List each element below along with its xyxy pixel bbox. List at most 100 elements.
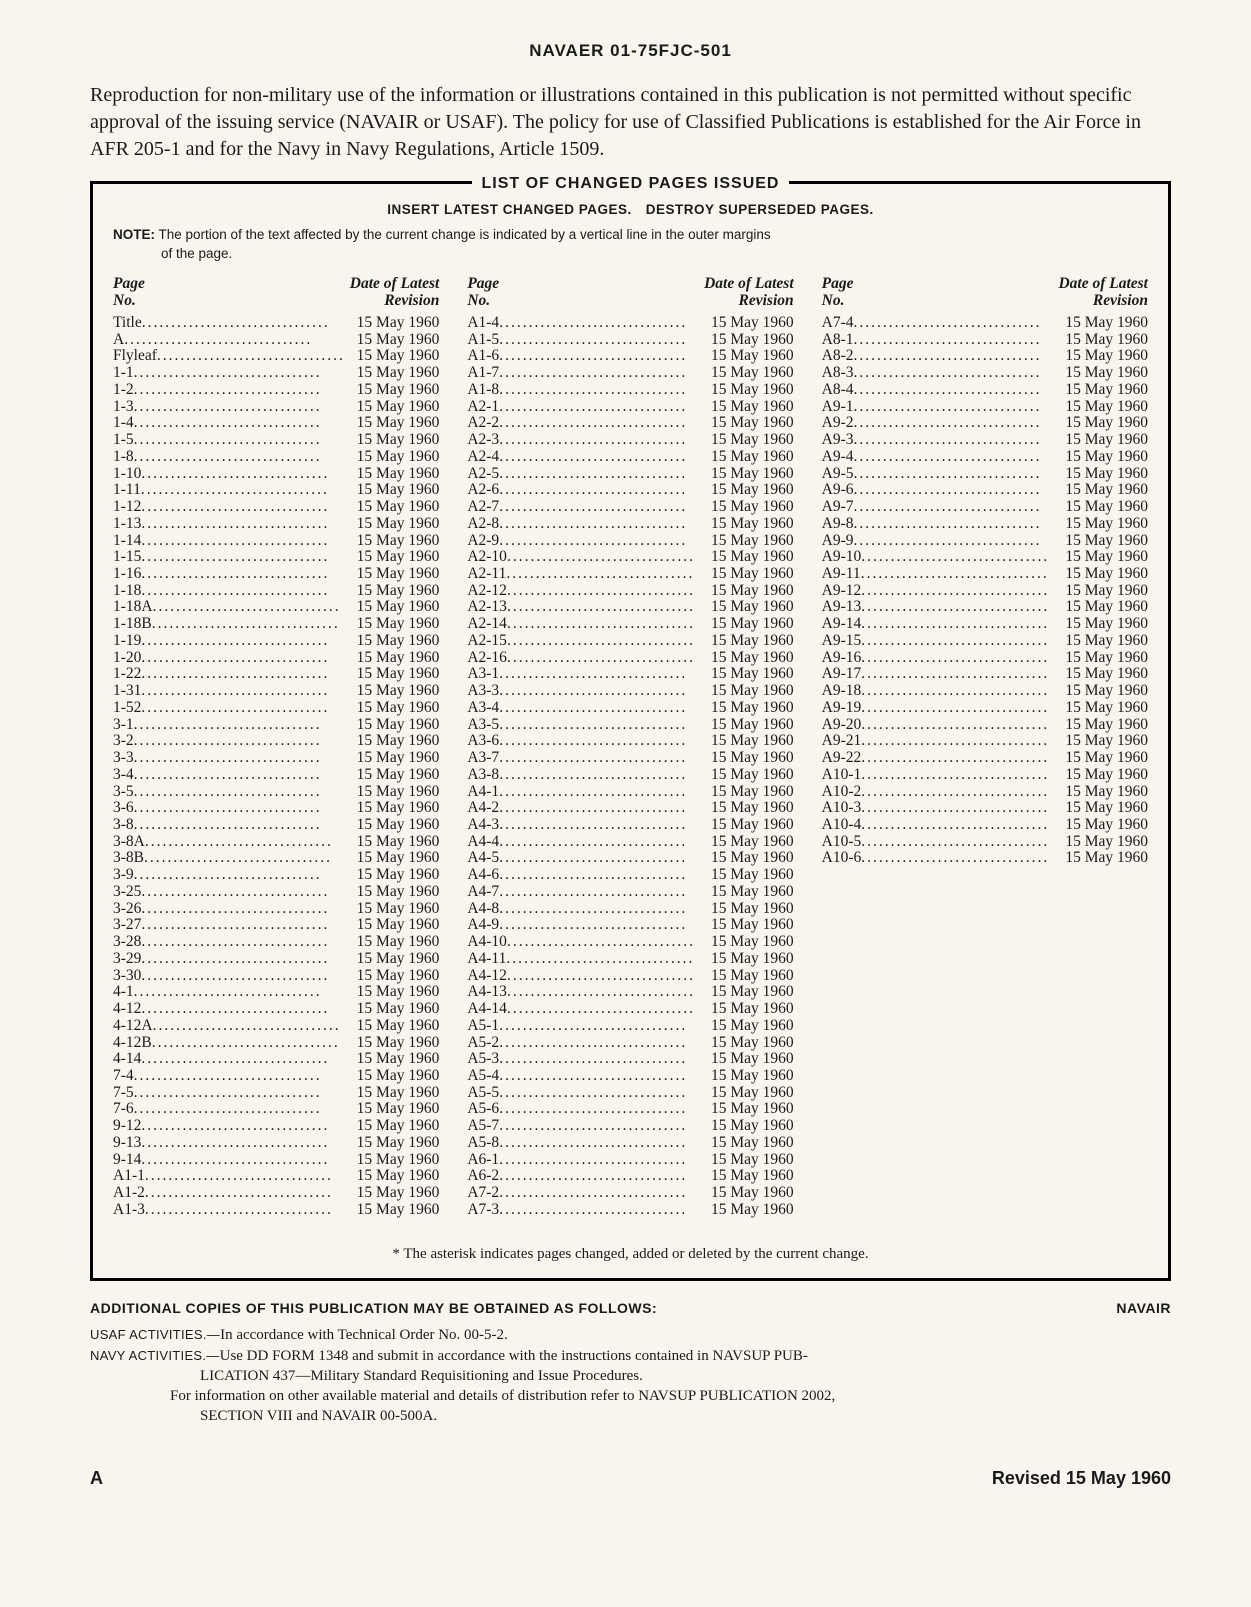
leader-dots: ................................	[134, 817, 353, 834]
page-row: A9-1 ................................15 …	[822, 399, 1148, 416]
page-number: A9-20	[822, 717, 862, 734]
leader-dots: ................................	[861, 633, 1061, 650]
leader-dots: ................................	[141, 1001, 352, 1018]
leader-dots: ................................	[134, 784, 353, 801]
page-row: 1-14 ................................15 …	[113, 533, 439, 550]
page-row: 1-1 ................................15 M…	[113, 365, 439, 382]
revision-date: 15 May 1960	[353, 365, 440, 382]
leader-dots: ................................	[499, 382, 707, 399]
leader-dots: ................................	[499, 1101, 707, 1118]
page-number: A1-8	[467, 382, 499, 399]
revision-date: 15 May 1960	[1061, 599, 1148, 616]
revision-date: 15 May 1960	[1061, 432, 1148, 449]
column-header: PageNo. Date of LatestRevision	[822, 275, 1148, 309]
page-row: A4-5 ................................15 …	[467, 850, 793, 867]
additional-copies-body: USAF ACTIVITIES.—In accordance with Tech…	[90, 1325, 1171, 1426]
page-row: A3-5 ................................15 …	[467, 717, 793, 734]
page-number: A9-2	[822, 415, 854, 432]
leader-dots: ................................	[144, 850, 353, 867]
leader-dots: ................................	[499, 315, 707, 332]
revision-date: 15 May 1960	[707, 1118, 794, 1135]
leader-dots: ................................	[507, 583, 707, 600]
revision-date: 15 May 1960	[1061, 733, 1148, 750]
page-number: A9-11	[822, 566, 861, 583]
page-number: 3-2	[113, 733, 134, 750]
leader-dots: ................................	[134, 432, 353, 449]
page-number: A3-7	[467, 750, 499, 767]
revision-date: 15 May 1960	[707, 482, 794, 499]
page-number: A9-8	[822, 516, 854, 533]
revision-date: 15 May 1960	[1061, 315, 1148, 332]
col-head-date: Date of Latest	[704, 275, 794, 292]
page-row: A2-10 ................................15…	[467, 549, 793, 566]
revision-date: 15 May 1960	[707, 332, 794, 349]
page-number: A3-1	[467, 666, 499, 683]
page-row: 1-2 ................................15 M…	[113, 382, 439, 399]
document-header: NAVAER 01-75FJC-501	[90, 40, 1171, 62]
revision-date: 15 May 1960	[707, 884, 794, 901]
revision-date: 15 May 1960	[707, 616, 794, 633]
page-row: 3-8 ................................15 M…	[113, 817, 439, 834]
leader-dots: ................................	[861, 700, 1061, 717]
page-row: A2-8 ................................15 …	[467, 516, 793, 533]
revision-date: 15 May 1960	[353, 850, 440, 867]
revision-date: 15 May 1960	[707, 683, 794, 700]
page-row: A4-3 ................................15 …	[467, 817, 793, 834]
leader-dots: ................................	[141, 1118, 352, 1135]
page-number: A4-5	[467, 850, 499, 867]
page-number: A4-9	[467, 917, 499, 934]
page-row: A3-7 ................................15 …	[467, 750, 793, 767]
revision-date: 15 May 1960	[707, 867, 794, 884]
page-number: 1-13	[113, 516, 141, 533]
leader-dots: ................................	[499, 1068, 707, 1085]
page-number: 3-8	[113, 817, 134, 834]
page-number: 1-18	[113, 583, 141, 600]
page-number: 3-8A	[113, 834, 145, 851]
page-number: 3-6	[113, 800, 134, 817]
page-row: A7-4 ................................15 …	[822, 315, 1148, 332]
page-row: 3-1 ................................15 M…	[113, 717, 439, 734]
note-text-2: of the page.	[113, 245, 1148, 263]
revision-date: 15 May 1960	[353, 884, 440, 901]
leader-dots: ................................	[134, 733, 353, 750]
leader-dots: ................................	[141, 482, 353, 499]
leader-dots: ................................	[141, 1051, 352, 1068]
page-number: 1-14	[113, 533, 141, 550]
page-row: A9-3 ................................15 …	[822, 432, 1148, 449]
revision-date: 15 May 1960	[707, 800, 794, 817]
leader-dots: ................................	[854, 516, 1062, 533]
leader-dots: ................................	[861, 599, 1061, 616]
page-number: 1-2	[113, 382, 134, 399]
revision-date: 15 May 1960	[353, 616, 440, 633]
leader-dots: ................................	[507, 934, 707, 951]
revision-date: 15 May 1960	[353, 499, 440, 516]
revision-date: 15 May 1960	[707, 834, 794, 851]
leader-dots: ................................	[141, 566, 352, 583]
page-row: A4-7 ................................15 …	[467, 884, 793, 901]
revision-date: 15 May 1960	[1061, 717, 1148, 734]
revision-date: 15 May 1960	[707, 1051, 794, 1068]
revision-date: 15 May 1960	[707, 1018, 794, 1035]
page-row: 7-5 ................................15 M…	[113, 1085, 439, 1102]
page-number: Flyleaf	[113, 348, 157, 365]
page-number: A4-4	[467, 834, 499, 851]
changed-pages-box: LIST OF CHANGED PAGES ISSUED INSERT LATE…	[90, 181, 1171, 1281]
page-number: A9-5	[822, 466, 854, 483]
leader-dots: ................................	[499, 399, 707, 416]
page-number: A4-13	[467, 984, 507, 1001]
page-row: 7-4 ................................15 M…	[113, 1068, 439, 1085]
revision-date: 15 May 1960	[707, 415, 794, 432]
revision-date: 15 May 1960	[707, 583, 794, 600]
page-number: A3-3	[467, 683, 499, 700]
revision-date: 15 May 1960	[353, 566, 440, 583]
revision-date: 15 May 1960	[707, 633, 794, 650]
page-number: A9-19	[822, 700, 862, 717]
page-row: 9-12 ................................15 …	[113, 1118, 439, 1135]
page-row: A2-4 ................................15 …	[467, 449, 793, 466]
page-row: A4-1 ................................15 …	[467, 784, 793, 801]
page-number: 3-30	[113, 968, 141, 985]
box-title: LIST OF CHANGED PAGES ISSUED	[472, 174, 790, 195]
leader-dots: ................................	[854, 432, 1062, 449]
leader-dots: ................................	[141, 901, 352, 918]
page-number: A2-6	[467, 482, 499, 499]
